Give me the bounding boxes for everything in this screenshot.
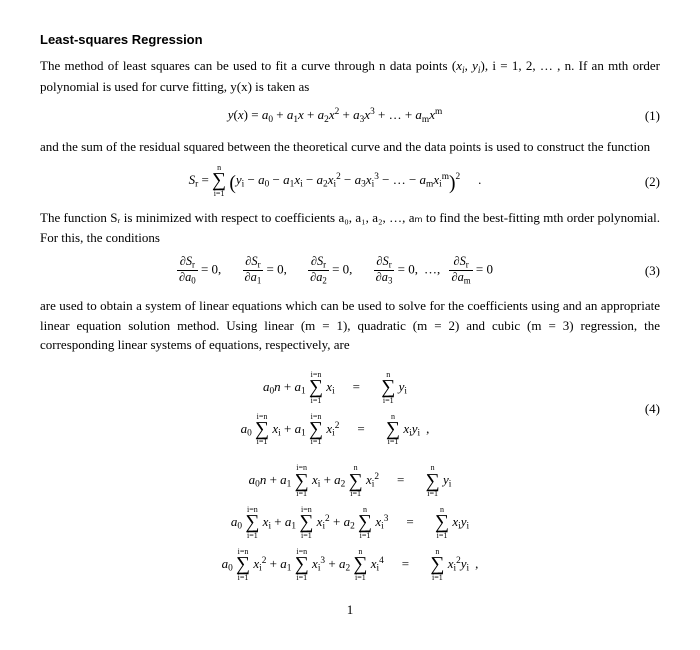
- paragraph-4: are used to obtain a system of linear eq…: [40, 296, 660, 355]
- eq-number-3: (3): [630, 261, 660, 281]
- equation-1: y(x) = a0 + a1x + a2x2 + a3x3 + … + amxm…: [40, 105, 660, 127]
- paragraph-2: and the sum of the residual squared betw…: [40, 137, 660, 157]
- eq-number-1: (1): [630, 106, 660, 126]
- paragraph-3: The function Sᵣ is minimized with respec…: [40, 208, 660, 247]
- equation-3: ∂Sr∂a0 = 0, ∂Sr∂a1 = 0, ∂Sr∂a2 = 0, ∂Sr∂…: [40, 255, 660, 286]
- eq-number-2: (2): [630, 172, 660, 192]
- eq-number-4: (4): [630, 399, 660, 419]
- equation-2: Sr = n ∑ i=1 (yi − a0 − a1xi − a2xi2 − a…: [40, 164, 660, 198]
- page-title: Least-squares Regression: [40, 30, 660, 50]
- equation-4-quadratic: a0n + a1 i=n∑i=1 xi + a2 n∑i=1 xi2= n∑i=…: [40, 464, 660, 582]
- intro-paragraph: The method of least squares can be used …: [40, 56, 660, 97]
- page-number: 1: [40, 600, 660, 620]
- equation-4-linear: a0n + a1 i=n∑i=1 xi= n∑i=1 yi a0 i=n∑i=1…: [40, 363, 660, 455]
